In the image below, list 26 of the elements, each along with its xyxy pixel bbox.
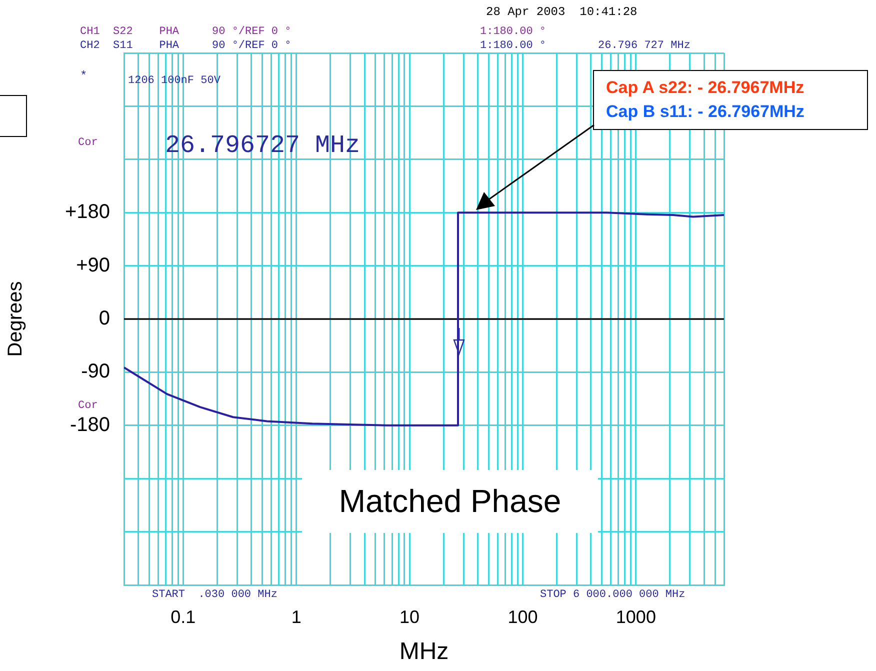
- text: 1:180.00 °: [480, 40, 546, 52]
- x-tick-label: 10: [400, 606, 420, 627]
- text: 28 Apr 2003 10:41:28: [486, 5, 638, 20]
- text: CH2 S11 PHA 90 °/REF 0 °: [80, 40, 292, 52]
- y-tick-label: 0: [98, 308, 110, 330]
- y-tick-label: -180: [70, 414, 110, 436]
- text: *: [80, 69, 88, 84]
- text: 26.796 727 MHz: [598, 40, 690, 52]
- annotation: Cap B s11: - 26.7967MHz: [606, 102, 804, 122]
- text: STOP 6 000.000 000 MHz: [540, 589, 686, 602]
- x-tick-label: 1000: [616, 606, 656, 627]
- y-tick-label: -90: [81, 360, 110, 383]
- annotation: Cap A s22: - 26.7967MHz: [606, 78, 804, 98]
- text: Cor: [78, 400, 98, 412]
- annotation: Matched Phase: [302, 470, 598, 533]
- text: 1:180.00 °: [480, 26, 546, 38]
- y-tick-label: +90: [76, 254, 110, 276]
- text: START .030 000 MHz: [152, 589, 278, 602]
- y-tick-label: +180: [64, 201, 110, 224]
- x-axis-title: MHz: [399, 638, 449, 666]
- x-tick-label: 100: [508, 606, 538, 627]
- x-tick-label: 0.1: [170, 606, 196, 627]
- x-tick-label: 1: [291, 606, 302, 627]
- text: CH1 S22 PHA 90 °/REF 0 °: [80, 26, 292, 38]
- text: Cor: [78, 137, 98, 150]
- y-axis-title: Degrees: [4, 281, 27, 357]
